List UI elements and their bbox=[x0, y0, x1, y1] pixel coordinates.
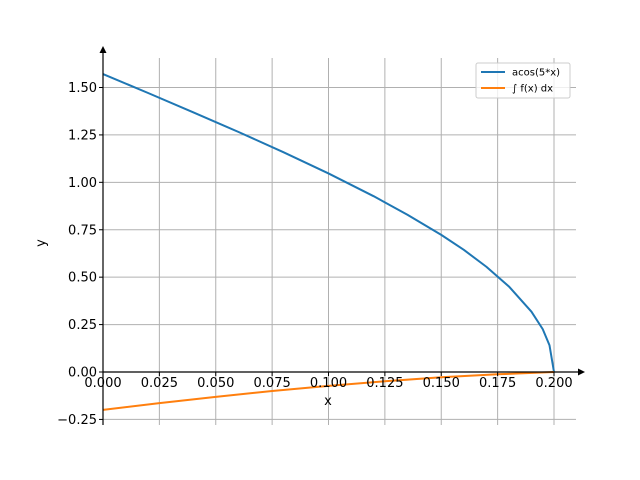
x-axis-label: x bbox=[324, 394, 332, 409]
y-tick-label: 1.25 bbox=[68, 128, 97, 143]
axes bbox=[99, 46, 585, 425]
x-axis-arrow bbox=[578, 368, 585, 376]
y-tick-label: 0.75 bbox=[68, 223, 97, 238]
legend: acos(5*x) ∫ f(x) dx bbox=[475, 62, 571, 99]
x-tick-label: 0.100 bbox=[310, 376, 347, 391]
x-tick-label: 0.025 bbox=[141, 376, 178, 391]
ticks: 0.000 0.025 0.050 0.075 0.100 0.125 0.150 0.175… bbox=[57, 81, 572, 428]
y-tick-label: −0.25 bbox=[57, 413, 97, 428]
x-tick-label: 0.150 bbox=[423, 376, 460, 391]
y-axis-label: y bbox=[34, 239, 49, 247]
legend-label-1: ∫ f(x) dx bbox=[512, 84, 553, 95]
y-tick-label: 0.50 bbox=[68, 271, 97, 286]
x-tick-label: 0.175 bbox=[479, 376, 516, 391]
x-tick-label: 0.075 bbox=[254, 376, 291, 391]
y-tick-label: 1.50 bbox=[68, 81, 97, 96]
series-line-1 bbox=[102, 371, 555, 411]
x-tick-label: 0.200 bbox=[535, 376, 572, 391]
x-tick-label: 0.125 bbox=[366, 376, 403, 391]
x-tick-label: 0.050 bbox=[197, 376, 234, 391]
legend-label-0: acos(5*x) bbox=[512, 68, 560, 79]
grid bbox=[102, 58, 576, 425]
y-axis-arrow bbox=[99, 46, 107, 53]
y-tick-label: 0.00 bbox=[68, 366, 97, 381]
series-group bbox=[102, 73, 555, 411]
y-tick-label: 0.25 bbox=[68, 318, 97, 333]
x-tick-label: 0.000 bbox=[84, 376, 121, 391]
series-line-0 bbox=[102, 73, 555, 373]
y-tick-label: 1.00 bbox=[68, 176, 97, 191]
